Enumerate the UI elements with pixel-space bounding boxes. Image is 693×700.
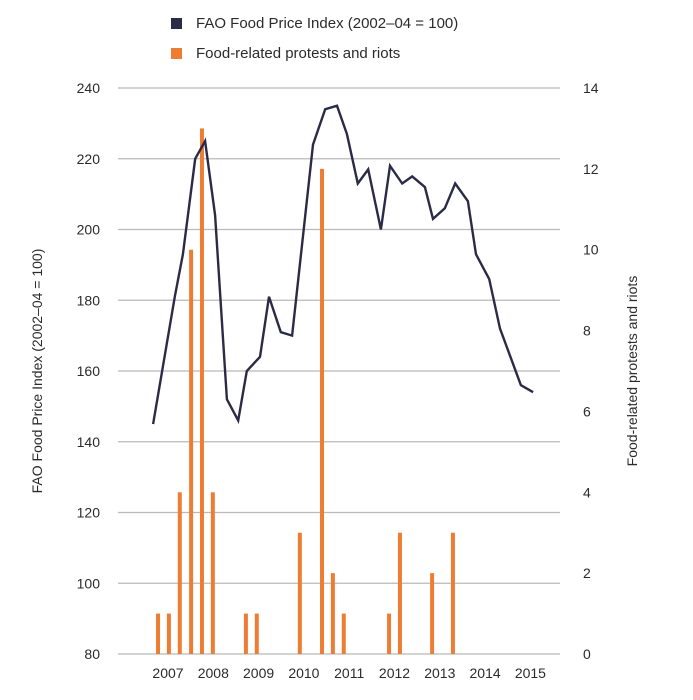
legend-label-protests: Food-related protests and riots: [196, 44, 401, 62]
protest-bar: [243, 613, 248, 654]
right-axis-ticks: 0 2 4 6 8 10 12 14: [583, 80, 599, 662]
left-tick-label: 160: [77, 363, 101, 379]
right-tick-label: 2: [583, 565, 591, 581]
x-tick-label: 2014: [470, 665, 501, 681]
x-tick-label: 2015: [515, 665, 546, 681]
protest-bar: [397, 532, 402, 654]
right-tick-label: 8: [583, 323, 591, 339]
legend-item-price-index: FAO Food Price Index (2002–04 = 100): [171, 8, 458, 38]
x-tick-label: 2010: [288, 665, 319, 681]
protest-bar: [210, 492, 215, 654]
right-tick-label: 12: [583, 161, 599, 177]
x-tick-label: 2009: [243, 665, 274, 681]
price-index-line: [151, 104, 534, 425]
x-tick-label: 2011: [334, 665, 364, 681]
left-tick-label: 240: [77, 80, 101, 96]
right-axis-title: Food-related protests and riots: [624, 276, 640, 467]
legend-item-protests: Food-related protests and riots: [171, 38, 458, 68]
left-tick-label: 120: [77, 505, 101, 521]
protest-bar: [297, 532, 302, 654]
left-tick-label: 100: [77, 575, 101, 591]
legend-label-price-index: FAO Food Price Index (2002–04 = 100): [196, 14, 459, 32]
x-tick-label: 2012: [379, 665, 410, 681]
price-index-line-group: [151, 104, 534, 425]
protest-bar: [254, 613, 259, 654]
protest-bar: [320, 168, 325, 654]
protest-bar: [387, 613, 392, 654]
legend-swatch-protests: [171, 47, 182, 59]
right-tick-label: 14: [583, 80, 599, 96]
protest-bar: [330, 573, 335, 654]
protest-bars: [156, 128, 455, 654]
left-tick-label: 220: [77, 151, 101, 167]
gridlines: [118, 87, 560, 655]
left-tick-label: 80: [84, 646, 100, 662]
right-tick-label: 10: [583, 242, 599, 258]
x-axis-ticks: 2007 2008 2009 2010 2011 2012 2013 2014 2015: [152, 665, 546, 681]
left-axis-title: FAO Food Price Index (2002–04 = 100): [29, 249, 45, 494]
protest-bar: [177, 492, 182, 654]
protest-bar: [166, 613, 171, 654]
protest-bar: [156, 613, 161, 654]
x-tick-label: 2007: [152, 665, 183, 681]
protest-bar: [189, 249, 194, 654]
protest-bar: [341, 613, 346, 654]
right-tick-label: 6: [583, 403, 591, 419]
protest-bar: [199, 128, 204, 654]
protest-bar: [430, 573, 435, 654]
right-tick-label: 0: [583, 646, 591, 662]
x-tick-label: 2008: [198, 665, 229, 681]
x-tick-label: 2013: [424, 665, 455, 681]
chart-legend: FAO Food Price Index (2002–04 = 100) Foo…: [171, 8, 458, 68]
left-tick-label: 180: [77, 292, 101, 308]
right-tick-label: 4: [583, 484, 591, 500]
left-tick-label: 140: [77, 434, 101, 450]
protest-bar: [450, 532, 455, 654]
left-tick-label: 200: [77, 222, 101, 238]
left-axis-ticks: 80 100 120 140 160 180 200 220 240: [77, 80, 101, 662]
legend-swatch-price-index: [171, 17, 182, 29]
